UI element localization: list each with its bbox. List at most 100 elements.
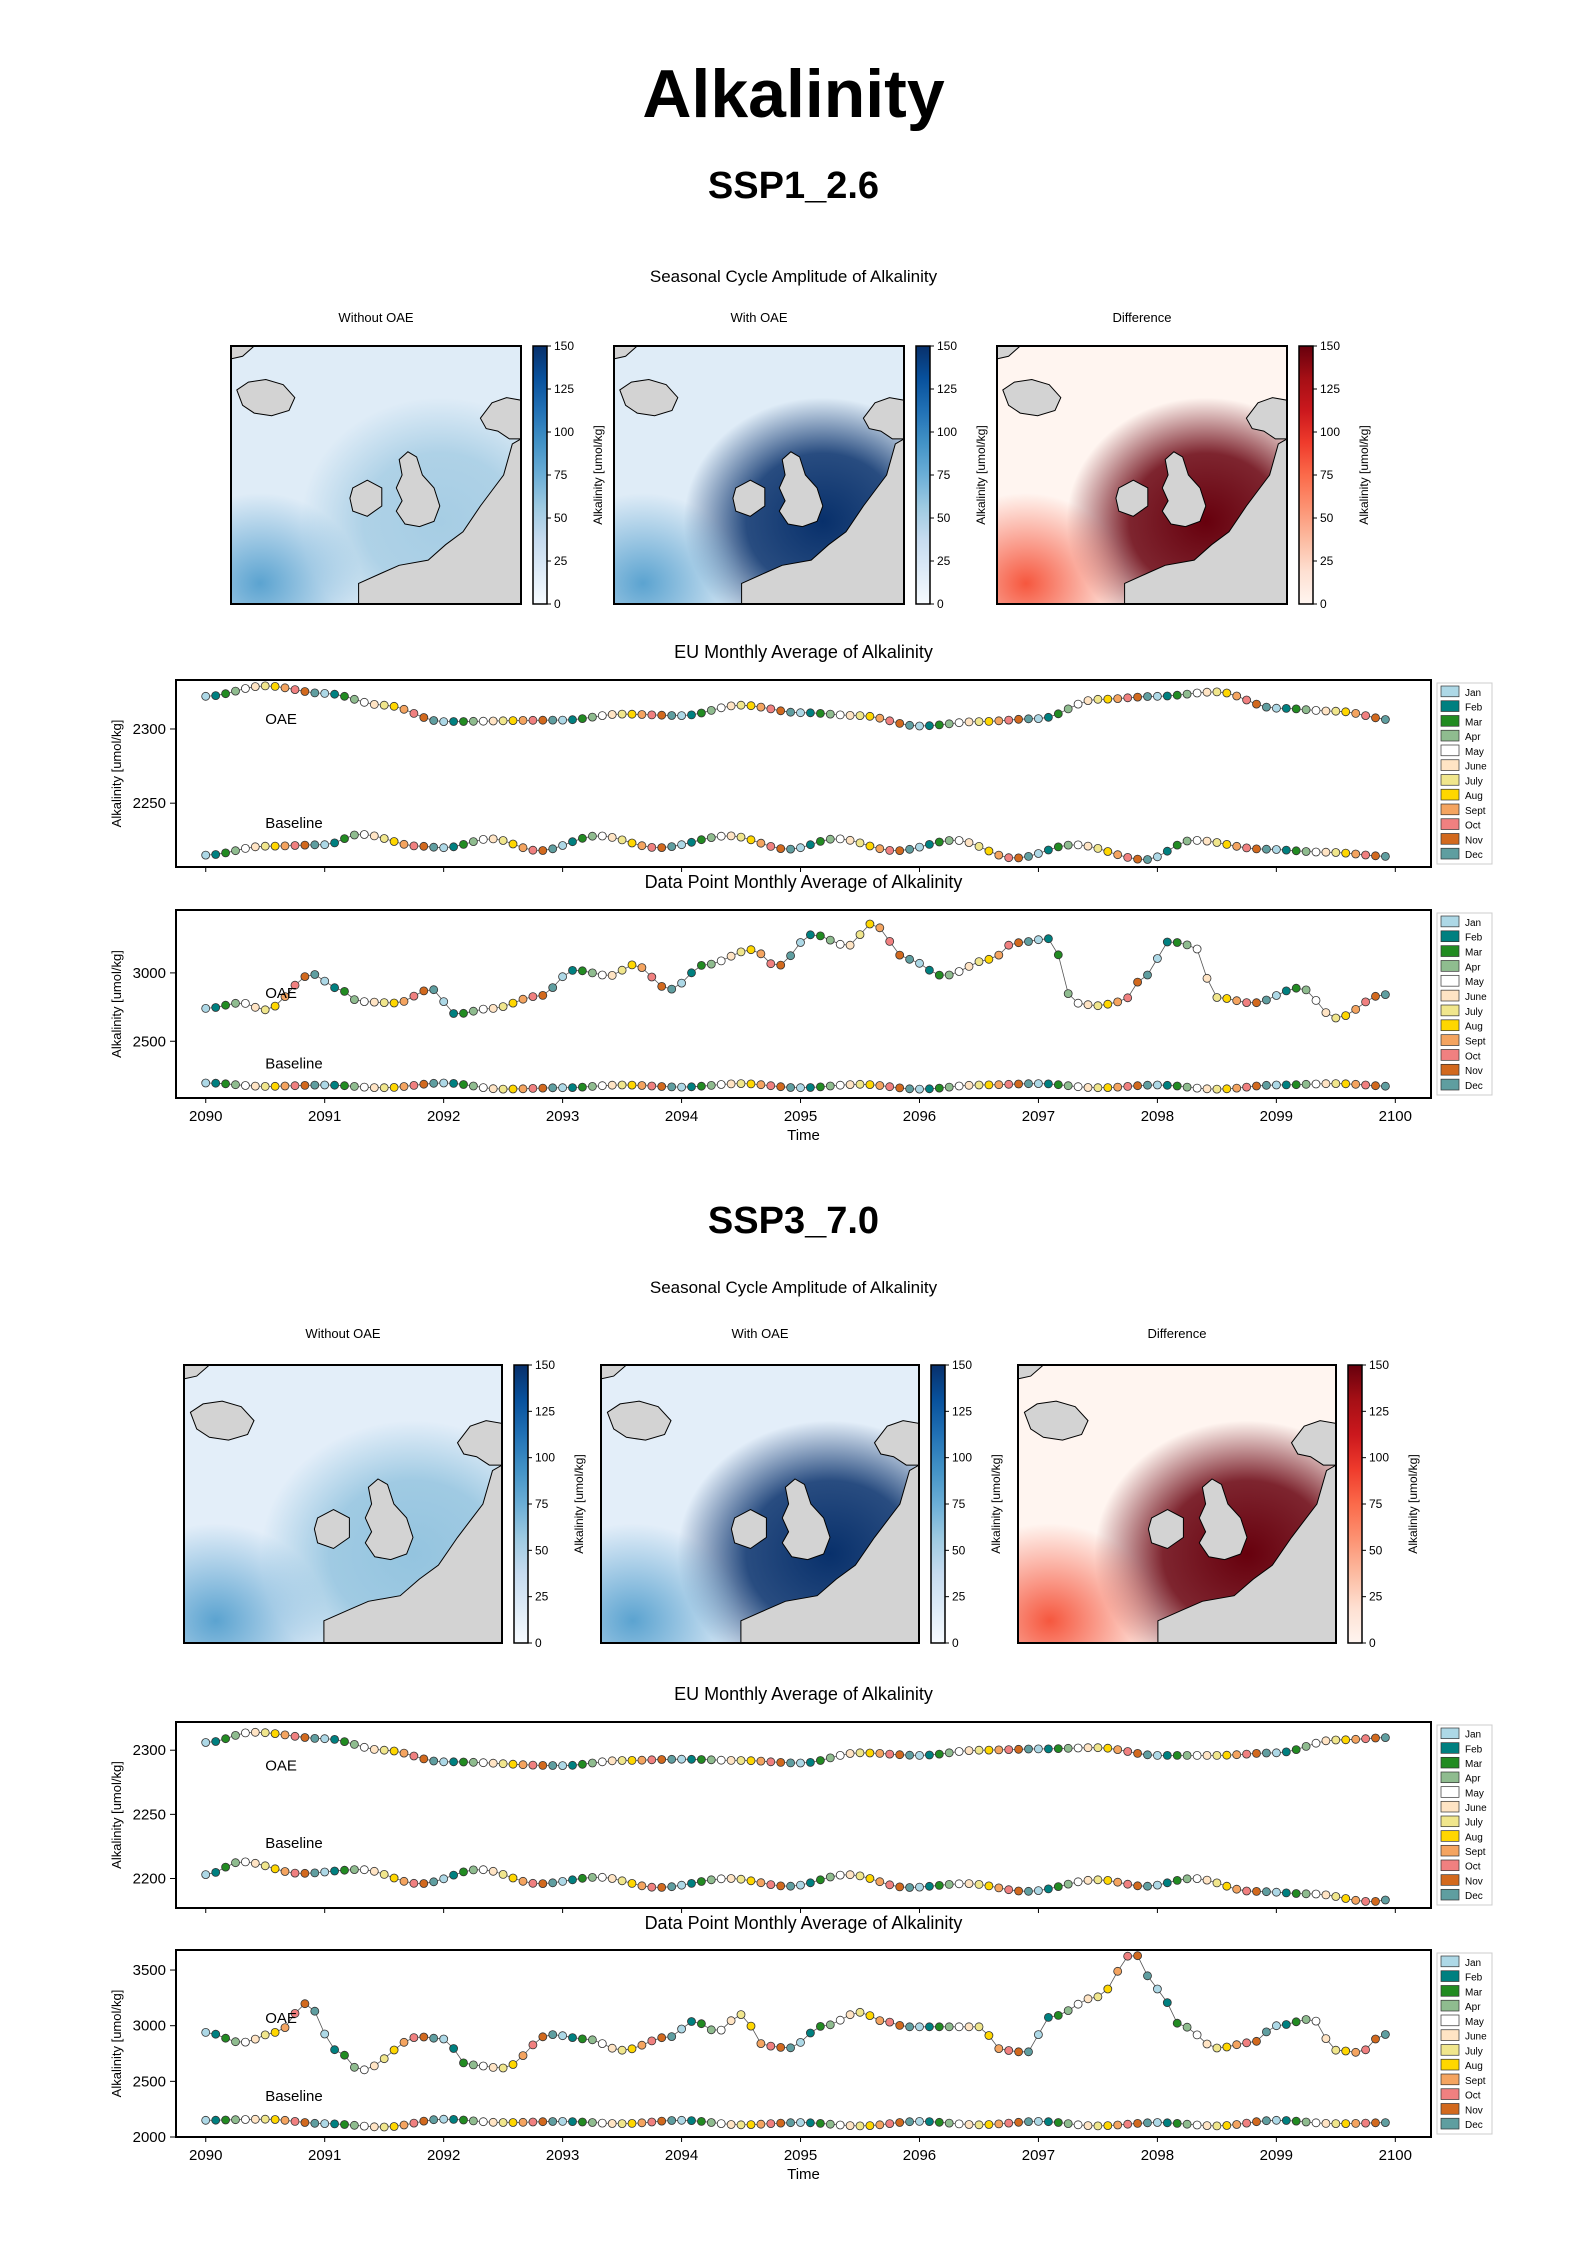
colorbar-tick-label: 75	[535, 1497, 549, 1511]
legend-swatch	[1440, 1019, 1460, 1032]
oae-series-point	[1331, 1013, 1341, 1023]
colorbar-tick-label: 100	[535, 1451, 555, 1465]
oae-series-point	[1371, 2034, 1380, 2044]
y-tick-label: 2300	[133, 721, 166, 738]
baseline-series-point	[944, 2118, 954, 2128]
oae-series-point	[1162, 1751, 1172, 1760]
oae-series-point	[697, 2019, 706, 2029]
baseline-series-point	[538, 1879, 548, 1888]
baseline-series-point	[1301, 1889, 1311, 1899]
oae-series-point	[964, 2022, 974, 2032]
baseline-series-point	[1212, 2121, 1222, 2131]
oae-series-point	[687, 968, 696, 978]
baseline-series-point	[1311, 1889, 1321, 1899]
oae-series-point	[528, 1760, 538, 1770]
land-ireland	[730, 1509, 767, 1550]
oae-label: OAE	[265, 711, 297, 728]
baseline-series-point	[528, 1878, 538, 1888]
oae-series-point	[340, 691, 349, 701]
oae-series-point	[1053, 1744, 1063, 1753]
colorbar	[513, 1364, 529, 1644]
baseline-series-point	[211, 2115, 221, 2125]
baseline-series-point	[1371, 1081, 1380, 1091]
oae-series-point	[359, 2065, 369, 2075]
oae-series-point	[231, 1731, 240, 1740]
baseline-series-point	[964, 2120, 974, 2129]
baseline-series-point	[588, 831, 597, 841]
legend-swatch	[1440, 1999, 1460, 2012]
baseline-series-point	[776, 844, 786, 853]
legend-entry: Mar	[1465, 1759, 1483, 1770]
oae-series-point	[1321, 706, 1331, 716]
baseline-series-point	[369, 831, 379, 841]
baseline-series-point	[449, 1079, 459, 1088]
baseline-series-point	[905, 2117, 914, 2127]
legend-entry: Dec	[1465, 2120, 1483, 2131]
colorbar-tick-label: 150	[1320, 339, 1340, 353]
oae-series-point	[508, 716, 518, 725]
oae-series-point	[1291, 983, 1301, 993]
baseline-series-point	[746, 835, 756, 845]
y-axis-label: Alkalinity [umol/kg]	[109, 950, 124, 1058]
legend-swatch	[1440, 700, 1460, 712]
baseline-series-point	[508, 2118, 518, 2127]
oae-series-point	[320, 1734, 330, 1744]
oae-series-point	[647, 710, 657, 720]
oae-series-point	[726, 701, 736, 711]
baseline-series-point	[806, 2118, 815, 2128]
legend-swatch	[1440, 818, 1460, 830]
baseline-series-point	[1371, 851, 1380, 861]
baseline-series-point	[1172, 2118, 1182, 2128]
x-tick-label: 2090	[189, 1108, 222, 1125]
colorbar-tick-label: 75	[1369, 1497, 1383, 1511]
oae-series-point	[816, 709, 825, 718]
oae-series-point	[677, 978, 686, 988]
oae-series-point	[359, 997, 369, 1006]
oae-series-point	[984, 717, 994, 726]
baseline-series-point	[1143, 1080, 1152, 1090]
baseline-series-point	[508, 1084, 518, 1094]
baseline-series-point	[716, 1874, 726, 1884]
oae-series-point	[518, 2051, 528, 2061]
oae-series-point	[221, 2033, 231, 2043]
oae-series-point	[1014, 2047, 1023, 2057]
y-tick-label: 2200	[133, 1870, 166, 1887]
baseline-series-point	[290, 841, 300, 850]
oae-series-point	[1182, 940, 1192, 950]
oae-series-point	[627, 1756, 637, 1765]
oae-series-point	[1024, 1744, 1033, 1754]
oae-series-point	[231, 998, 240, 1008]
oae-series-point	[1073, 1999, 1083, 2009]
colorbar-tick-label: 100	[952, 1451, 972, 1465]
baseline-series-point	[478, 2117, 488, 2127]
baseline-series-point	[944, 1880, 954, 1889]
baseline-series-point	[746, 2120, 756, 2130]
oae-series-point	[399, 997, 409, 1006]
baseline-series-point	[657, 1082, 667, 1091]
baseline-series-point	[726, 1079, 736, 1089]
oae-series-point	[528, 715, 538, 725]
baseline-series-point	[1133, 2118, 1142, 2128]
plot-frame	[175, 1949, 1432, 2138]
baseline-series-point	[1252, 1887, 1261, 1896]
baseline-series-point	[419, 2116, 429, 2126]
legend-entry: Jan	[1465, 688, 1481, 699]
baseline-series-point	[845, 835, 855, 845]
baseline-series-point	[597, 831, 607, 841]
oae-series-point	[627, 709, 637, 719]
baseline-series-point	[1162, 1878, 1172, 1888]
oae-series-point	[518, 716, 528, 725]
plot-frame	[175, 909, 1432, 1099]
x-axis-label: Time	[787, 2166, 820, 2183]
legend-entry: Aug	[1465, 1022, 1483, 1033]
land-ireland	[1115, 479, 1149, 517]
baseline-series-point	[716, 831, 726, 841]
oae-series-point	[816, 1756, 825, 1765]
baseline-series-point	[240, 2115, 250, 2124]
baseline-series-point	[885, 1880, 895, 1890]
baseline-series-point	[1004, 853, 1014, 863]
baseline-series-point	[508, 839, 518, 849]
baseline-series-point	[1034, 1079, 1043, 1088]
baseline-series-point	[865, 841, 875, 851]
baseline-series-point	[895, 1882, 905, 1892]
